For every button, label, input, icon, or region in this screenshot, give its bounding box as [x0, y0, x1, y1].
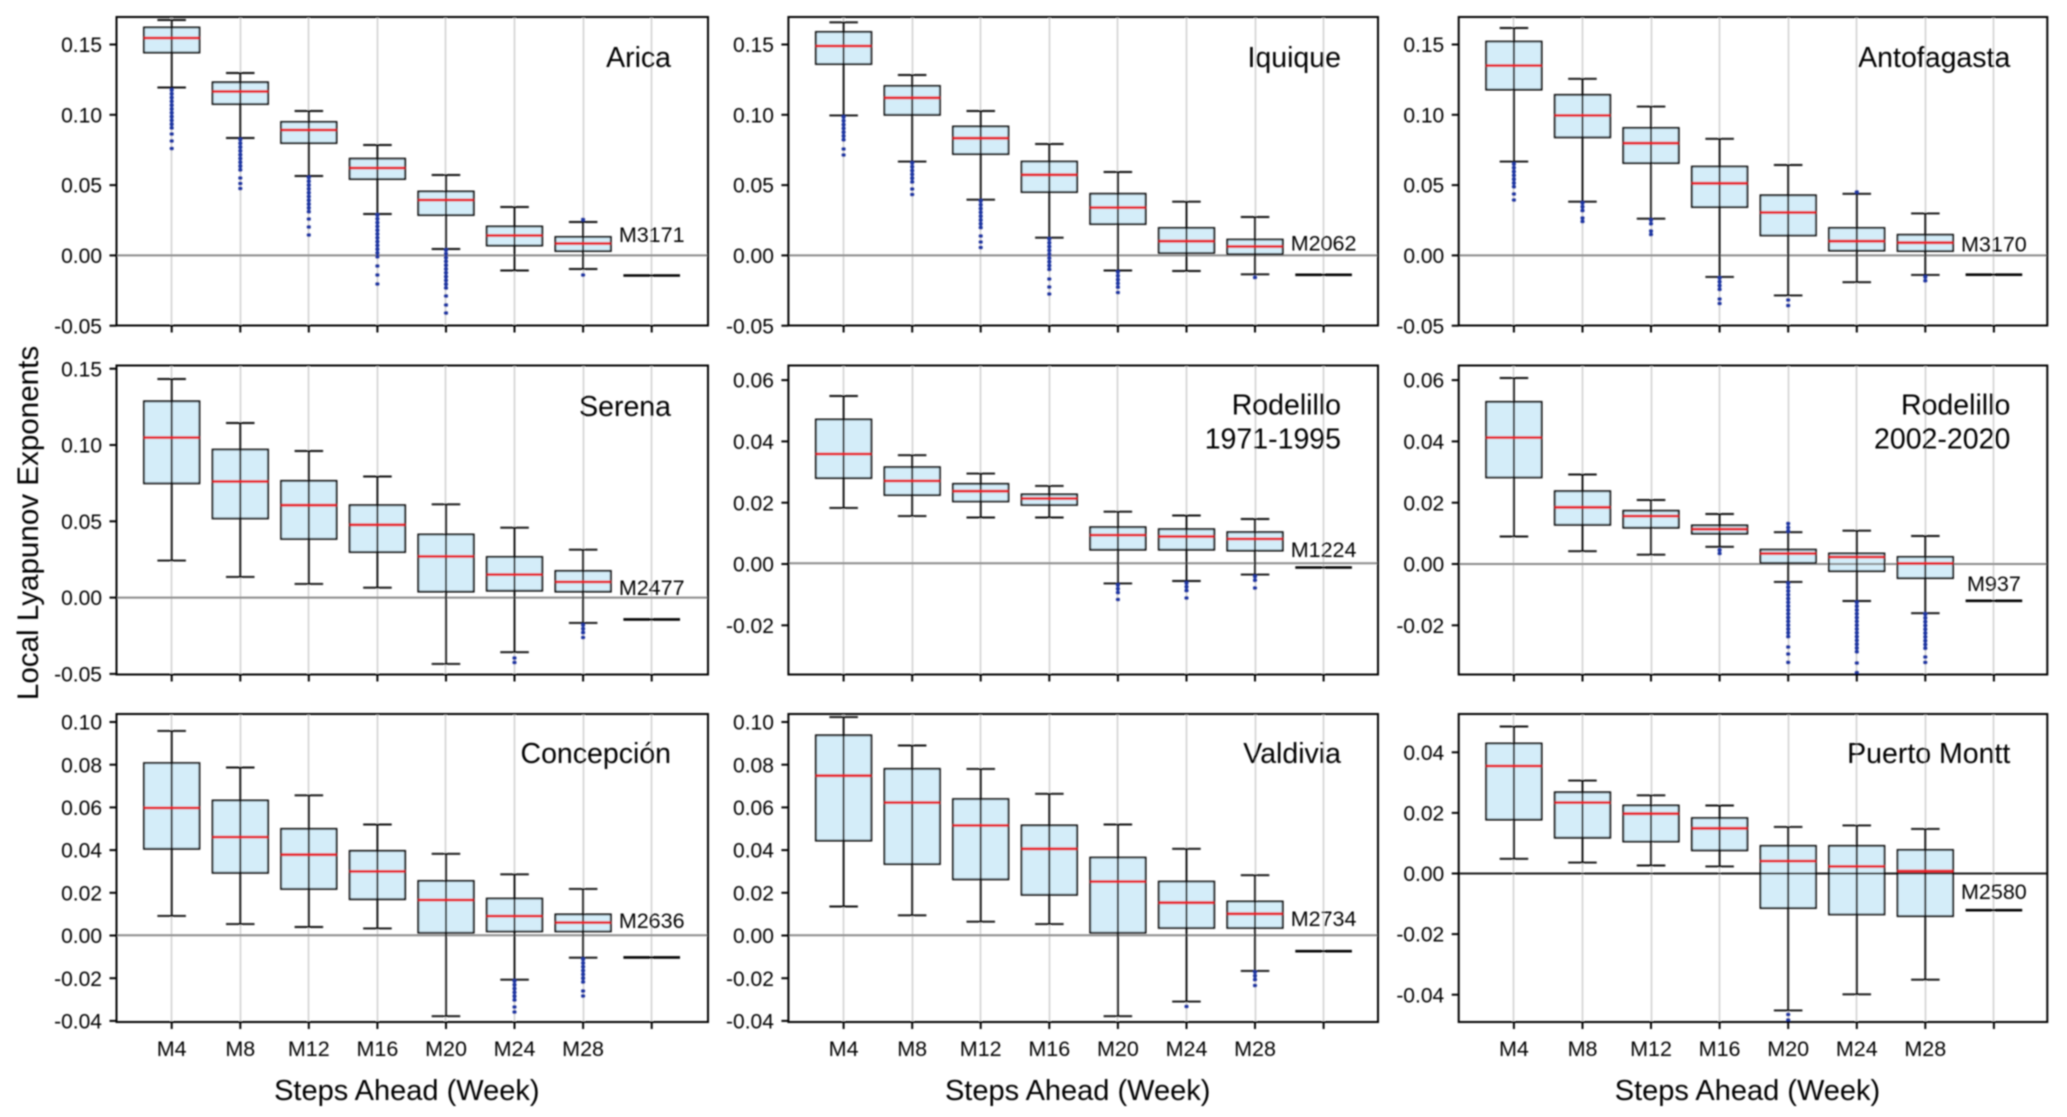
- svg-text:M2734: M2734: [1291, 907, 1357, 931]
- svg-text:M2580: M2580: [1961, 880, 2027, 904]
- svg-text:-0.02: -0.02: [1396, 924, 1444, 947]
- svg-text:-0.05: -0.05: [726, 315, 774, 338]
- svg-text:0.00: 0.00: [733, 245, 774, 268]
- svg-text:0.05: 0.05: [733, 175, 774, 198]
- svg-text:-0.04: -0.04: [726, 1011, 774, 1034]
- svg-text:0.02: 0.02: [1403, 492, 1444, 515]
- svg-text:0.06: 0.06: [1403, 370, 1444, 393]
- svg-text:M937: M937: [1967, 572, 2021, 596]
- svg-text:Steps Ahead (Week): Steps Ahead (Week): [274, 1075, 539, 1107]
- svg-text:0.02: 0.02: [1403, 803, 1444, 826]
- svg-text:0.00: 0.00: [1403, 245, 1444, 268]
- svg-text:0.08: 0.08: [733, 754, 774, 777]
- svg-text:0.05: 0.05: [1403, 175, 1444, 198]
- svg-text:M16: M16: [1028, 1037, 1070, 1061]
- svg-text:0.06: 0.06: [733, 797, 774, 820]
- svg-text:M28: M28: [562, 1037, 604, 1061]
- svg-text:M12: M12: [1630, 1037, 1672, 1061]
- svg-text:0.15: 0.15: [1403, 34, 1444, 57]
- svg-text:0.04: 0.04: [1403, 431, 1444, 454]
- svg-text:0.00: 0.00: [733, 925, 774, 948]
- svg-text:0.10: 0.10: [61, 104, 102, 127]
- svg-text:0.06: 0.06: [733, 370, 774, 393]
- svg-text:0.05: 0.05: [61, 511, 102, 534]
- svg-text:2002-2020: 2002-2020: [1874, 424, 2010, 456]
- svg-text:M1224: M1224: [1291, 538, 1357, 562]
- svg-text:0.06: 0.06: [61, 797, 102, 820]
- svg-text:-0.02: -0.02: [1396, 615, 1444, 638]
- svg-text:0.00: 0.00: [1403, 554, 1444, 577]
- svg-text:0.02: 0.02: [733, 882, 774, 905]
- svg-text:0.04: 0.04: [733, 431, 774, 454]
- svg-text:0.15: 0.15: [733, 34, 774, 57]
- svg-text:M8: M8: [225, 1037, 255, 1061]
- svg-text:0.04: 0.04: [733, 840, 774, 863]
- svg-text:0.04: 0.04: [61, 840, 102, 863]
- svg-text:M3170: M3170: [1961, 233, 2027, 257]
- svg-text:M3171: M3171: [619, 223, 685, 247]
- svg-text:0.10: 0.10: [733, 104, 774, 127]
- svg-text:0.10: 0.10: [733, 712, 774, 735]
- svg-text:0.02: 0.02: [733, 492, 774, 515]
- svg-text:M8: M8: [1568, 1037, 1598, 1061]
- svg-text:-0.05: -0.05: [1396, 315, 1444, 338]
- svg-text:M8: M8: [897, 1037, 927, 1061]
- svg-text:-0.02: -0.02: [54, 968, 102, 991]
- svg-text:Antofagasta: Antofagasta: [1858, 42, 2010, 74]
- svg-text:0.04: 0.04: [1403, 742, 1444, 765]
- svg-text:M4: M4: [1499, 1037, 1529, 1061]
- svg-text:0.15: 0.15: [61, 358, 102, 381]
- svg-text:0.00: 0.00: [61, 925, 102, 948]
- svg-text:M2636: M2636: [619, 909, 685, 933]
- svg-text:M24: M24: [1166, 1037, 1208, 1061]
- svg-text:M28: M28: [1234, 1037, 1276, 1061]
- svg-text:-0.02: -0.02: [726, 968, 774, 991]
- svg-text:M4: M4: [829, 1037, 859, 1061]
- svg-text:M20: M20: [1767, 1037, 1809, 1061]
- svg-text:M12: M12: [288, 1037, 330, 1061]
- svg-text:Iquique: Iquique: [1247, 42, 1341, 74]
- svg-text:Local Lyapunov Exponents: Local Lyapunov Exponents: [12, 346, 45, 700]
- svg-text:M12: M12: [960, 1037, 1002, 1061]
- svg-text:Rodelillo: Rodelillo: [1901, 390, 2010, 422]
- svg-text:0.00: 0.00: [733, 554, 774, 577]
- svg-text:M4: M4: [157, 1037, 187, 1061]
- svg-text:Steps Ahead (Week): Steps Ahead (Week): [945, 1075, 1210, 1107]
- svg-text:M16: M16: [1699, 1037, 1741, 1061]
- svg-text:0.08: 0.08: [61, 754, 102, 777]
- svg-text:-0.04: -0.04: [54, 1011, 102, 1034]
- svg-text:0.10: 0.10: [61, 435, 102, 458]
- svg-text:M24: M24: [1836, 1037, 1878, 1061]
- svg-text:Concepción: Concepción: [520, 738, 671, 770]
- svg-text:0.05: 0.05: [61, 175, 102, 198]
- svg-text:-0.02: -0.02: [726, 615, 774, 638]
- svg-text:M28: M28: [1904, 1037, 1946, 1061]
- svg-text:0.00: 0.00: [61, 245, 102, 268]
- svg-text:-0.05: -0.05: [54, 315, 102, 338]
- svg-text:M20: M20: [1097, 1037, 1139, 1061]
- svg-text:-0.05: -0.05: [54, 664, 102, 687]
- svg-text:0.10: 0.10: [1403, 104, 1444, 127]
- svg-text:M2477: M2477: [619, 576, 685, 600]
- svg-text:Arica: Arica: [606, 42, 671, 74]
- svg-text:Steps Ahead (Week): Steps Ahead (Week): [1615, 1075, 1880, 1107]
- svg-text:Valdivia: Valdivia: [1243, 738, 1341, 770]
- svg-text:Rodelillo: Rodelillo: [1232, 390, 1341, 422]
- svg-text:1971-1995: 1971-1995: [1205, 424, 1341, 456]
- svg-text:M24: M24: [494, 1037, 536, 1061]
- svg-text:-0.04: -0.04: [1396, 984, 1444, 1007]
- svg-text:M16: M16: [356, 1037, 398, 1061]
- svg-text:0.00: 0.00: [1403, 863, 1444, 886]
- svg-text:0.00: 0.00: [61, 587, 102, 610]
- svg-text:M2062: M2062: [1291, 231, 1357, 255]
- svg-text:M20: M20: [425, 1037, 467, 1061]
- svg-text:0.15: 0.15: [61, 34, 102, 57]
- svg-text:0.02: 0.02: [61, 882, 102, 905]
- svg-text:Puerto Montt: Puerto Montt: [1847, 738, 2010, 770]
- svg-text:Serena: Serena: [579, 391, 671, 423]
- svg-text:0.10: 0.10: [61, 712, 102, 735]
